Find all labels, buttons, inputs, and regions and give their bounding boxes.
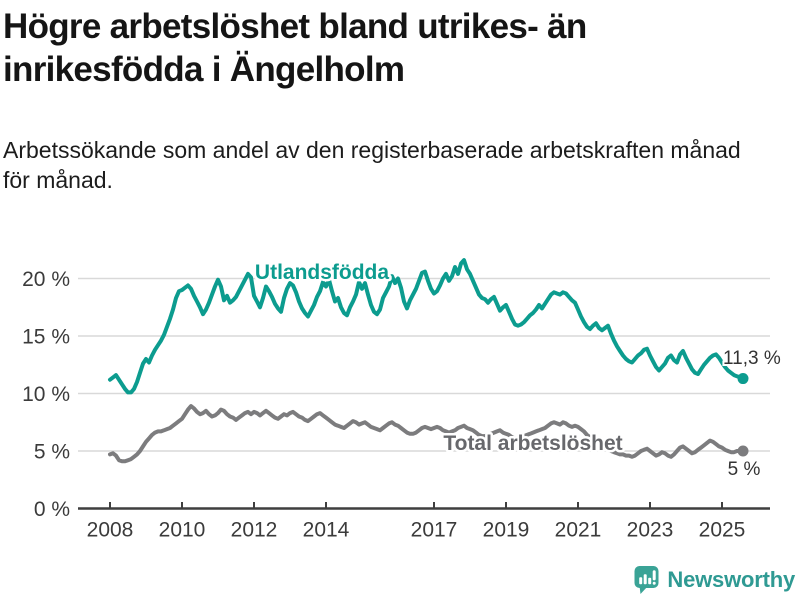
x-axis-label: 2025 xyxy=(699,519,746,542)
x-axis-label: 2010 xyxy=(159,519,206,542)
x-axis-label: 2017 xyxy=(411,519,458,542)
newsworthy-logo-icon xyxy=(634,566,659,594)
series-line-Total arbetslöshet xyxy=(108,404,745,464)
x-axis-label: 2008 xyxy=(87,519,134,542)
series-end-dot xyxy=(737,373,749,385)
x-axis-label: 2023 xyxy=(627,519,674,542)
x-axis-label: 2021 xyxy=(555,519,602,542)
series-label: Total arbetslöshet xyxy=(443,432,622,455)
x-axis-label: 2012 xyxy=(231,519,278,542)
series-end-value: 5 % xyxy=(728,459,761,480)
line-chart: 0 % 5 % 10 % 15 % 20 % Utlandsfödda Total arbe… xyxy=(0,240,800,560)
chart-title: Högre arbetslöshet bland utrikes- än inr… xyxy=(3,7,587,89)
series-label: Utlandsfödda xyxy=(255,261,389,284)
chart-subtitle: Arbetssökande som andel av den registerb… xyxy=(3,137,741,193)
y-axis-label: 20 % xyxy=(22,268,70,291)
series-end-value: 11,3 % xyxy=(723,348,781,369)
y-axis-label: 15 % xyxy=(22,326,70,349)
y-axis-label: 10 % xyxy=(22,383,70,406)
y-axis-label: 0 % xyxy=(34,498,70,521)
brand-name: Newsworthy xyxy=(667,567,795,592)
brand-footer[interactable]: Newsworthy xyxy=(634,564,795,596)
x-axis-label: 2019 xyxy=(483,519,530,542)
y-axis-label: 5 % xyxy=(34,441,70,464)
x-axis-label: 2014 xyxy=(303,519,350,542)
chart-canvas: 0 % 5 % 10 % 15 % 20 % Utlandsfödda Total arbe… xyxy=(22,258,783,542)
series-line-Utlandsfödda xyxy=(108,258,745,395)
series-end-dot xyxy=(737,445,749,457)
